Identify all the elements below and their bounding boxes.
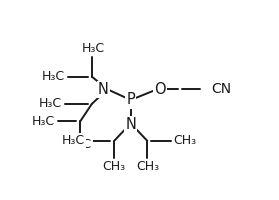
- Text: N: N: [98, 82, 109, 97]
- Text: H₃C: H₃C: [82, 42, 105, 55]
- Text: CH₃: CH₃: [174, 134, 197, 147]
- Text: O: O: [154, 82, 166, 97]
- Text: H₃C: H₃C: [39, 97, 62, 110]
- Text: H₃C: H₃C: [69, 138, 92, 151]
- Text: CN: CN: [211, 82, 232, 96]
- Text: CH₃: CH₃: [137, 160, 160, 173]
- Text: N: N: [125, 117, 136, 132]
- Text: H₃C: H₃C: [62, 134, 85, 147]
- Text: P: P: [126, 92, 135, 108]
- Text: H₃C: H₃C: [42, 70, 65, 83]
- Text: CH₃: CH₃: [103, 160, 126, 173]
- Text: H₃C: H₃C: [32, 115, 55, 128]
